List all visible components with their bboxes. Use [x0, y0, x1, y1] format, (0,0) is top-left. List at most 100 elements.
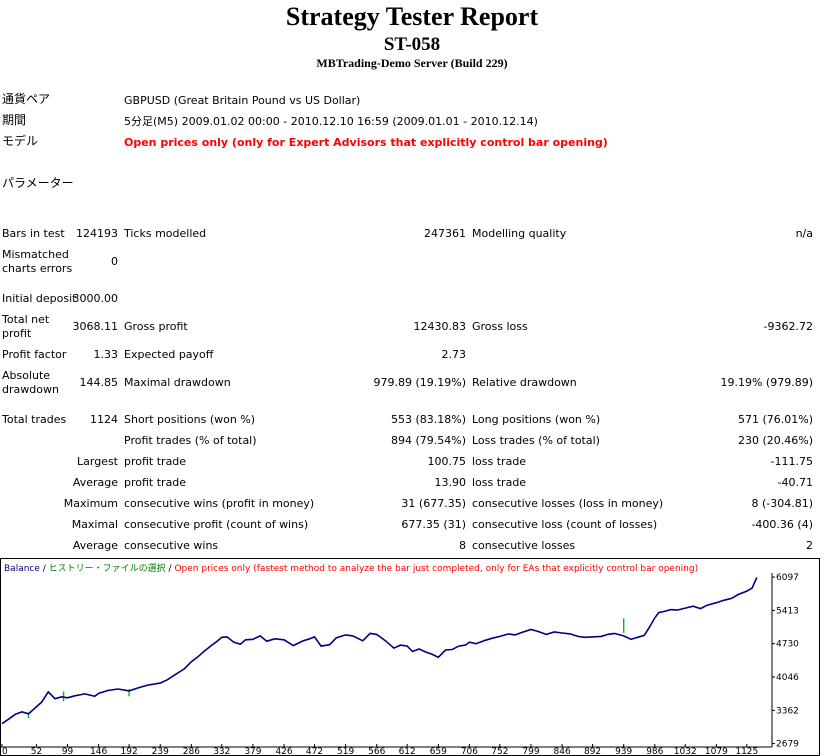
ticks-value: 247361 [424, 227, 466, 240]
x-tick-labels: 0 52 99 146 192 239 286 332 379 426 472 519 566 612 65… [1, 744, 758, 756]
ticks-label: Ticks modelled [124, 227, 207, 240]
grossloss-value: -9362.72 [763, 320, 813, 333]
legend-sep-1: / [40, 564, 49, 574]
y-tick-label: 4046 [776, 673, 799, 683]
x-tick-label: 752 [491, 747, 508, 756]
netprofit-value: 3068.11 [72, 320, 119, 333]
maximal-label: Maximal [71, 518, 118, 531]
balance-line [1, 577, 758, 725]
report-subtitle: ST-058 [383, 34, 441, 55]
mismatch-label-1: Mismatched [2, 248, 69, 261]
largest-profit-label: profit trade [124, 455, 187, 468]
trades-value: 1124 [90, 413, 118, 426]
avglosses-value: 2 [806, 539, 813, 552]
x-tick-label: 939 [615, 747, 632, 756]
mismatch-label-2: charts errors [2, 262, 73, 275]
x-tick-label: 986 [646, 747, 663, 756]
avgwins-value: 8 [459, 539, 466, 552]
x-tick-label: 799 [522, 747, 539, 756]
average-loss-label: loss trade [472, 476, 527, 489]
avgwins-label: consecutive wins [124, 539, 219, 552]
x-tick-label: 379 [244, 747, 261, 756]
y-tick-label: 2679 [776, 740, 799, 750]
long-label: Long positions (won %) [472, 413, 601, 426]
grossprofit-value: 12430.83 [413, 320, 467, 333]
legend-history: ヒストリー・ファイルの選択 [49, 562, 166, 574]
maximum-label: Maximum [63, 497, 118, 510]
y-tick-label: 4730 [776, 640, 799, 650]
largest-loss-value: -111.75 [770, 455, 813, 468]
params-label: パラメーター [2, 176, 74, 190]
quality-label: Modelling quality [472, 227, 567, 240]
absdd-value: 144.85 [79, 376, 119, 389]
x-tick-label: 706 [461, 747, 478, 756]
x-tick-label: 146 [90, 747, 107, 756]
avglosses-label: consecutive losses [472, 539, 576, 552]
pf-label: Profit factor [2, 348, 67, 361]
x-tick-label: 846 [554, 747, 571, 756]
maxdd-label: Maximal drawdown [124, 376, 231, 389]
period-label: 期間 [2, 113, 27, 127]
period-value: 5分足(M5) 2009.01.02 00:00 - 2010.12.10 16… [124, 115, 538, 128]
x-tick-label: 52 [31, 747, 42, 756]
maxwins-value: 31 (677.35) [401, 497, 466, 510]
model-label: モデル [2, 134, 39, 148]
largest-label: Largest [77, 455, 118, 468]
y-tick-label: 6097 [776, 573, 799, 583]
chart-frame [0, 558, 820, 756]
grossloss-label: Gross loss [472, 320, 528, 333]
x-tick-label: 892 [584, 747, 601, 756]
volume-spikes [27, 618, 625, 719]
bars-label: Bars in test [2, 227, 65, 240]
chart-legend: Balance / ヒストリー・ファイルの選択 / Open prices on… [4, 562, 698, 574]
pf-value: 1.33 [93, 348, 119, 361]
symbol-label: 通貨ペア [2, 92, 51, 106]
x-tick-label: 472 [306, 747, 323, 756]
x-tick-label: 192 [121, 747, 138, 756]
average-label: Average [72, 476, 118, 489]
ptrades-label: Profit trades (% of total) [124, 434, 257, 447]
ltrades-value: 230 (20.46%) [737, 434, 813, 447]
maxprofit-label: consecutive profit (count of wins) [124, 518, 309, 531]
payoff-label: Expected payoff [124, 348, 214, 361]
absdd-label-1: Absolute [2, 369, 51, 382]
average-profit-value: 13.90 [434, 476, 467, 489]
x-tick-label: 239 [152, 747, 169, 756]
x-tick-label: 519 [337, 747, 354, 756]
x-tick-label: 332 [213, 747, 230, 756]
x-tick-label: 1032 [674, 747, 697, 756]
x-tick-label: 1125 [735, 747, 758, 756]
y-tick-label: 5413 [776, 606, 799, 616]
x-tick-label: 612 [399, 747, 416, 756]
x-tick-label: 286 [183, 747, 200, 756]
server-name: MBTrading-Demo Server (Build 229) [316, 56, 508, 70]
absdd-label-2: drawdown [2, 383, 59, 396]
maxdd-value: 979.89 (19.19%) [373, 376, 466, 389]
y-tick-label: 3362 [776, 706, 799, 716]
reldd-label: Relative drawdown [472, 376, 577, 389]
report-title: Strategy Tester Report [285, 2, 539, 31]
x-tick-label: 1079 [705, 747, 728, 756]
x-tick-label: 426 [275, 747, 292, 756]
maxwins-label: consecutive wins (profit in money) [124, 497, 315, 510]
long-value: 571 (76.01%) [737, 413, 813, 426]
maxlosses-label: consecutive losses (loss in money) [472, 497, 664, 510]
x-tick-label: 0 [2, 747, 8, 756]
symbol-value: GBPUSD (Great Britain Pound vs US Dollar… [124, 94, 361, 107]
legend-balance: Balance [4, 564, 40, 574]
deposit-value: 3000.00 [72, 292, 119, 305]
model-value: Open prices only (only for Expert Adviso… [124, 136, 608, 149]
balance-chart: Balance / ヒストリー・ファイルの選択 / Open prices on… [0, 558, 820, 756]
legend-model: Open prices only (fastest method to anal… [174, 564, 698, 574]
maxloss-value: -400.36 (4) [751, 518, 813, 531]
legend-sep-2: / [166, 564, 175, 574]
ptrades-value: 894 (79.54%) [390, 434, 466, 447]
mismatch-value: 0 [111, 255, 118, 268]
reldd-value: 19.19% (979.89) [720, 376, 813, 389]
avg-consecutive-label: Average [72, 539, 118, 552]
x-tick-label: 659 [430, 747, 447, 756]
bars-value: 124193 [76, 227, 118, 240]
ltrades-label: Loss trades (% of total) [472, 434, 600, 447]
grossprofit-label: Gross profit [124, 320, 188, 333]
average-profit-label: profit trade [124, 476, 187, 489]
